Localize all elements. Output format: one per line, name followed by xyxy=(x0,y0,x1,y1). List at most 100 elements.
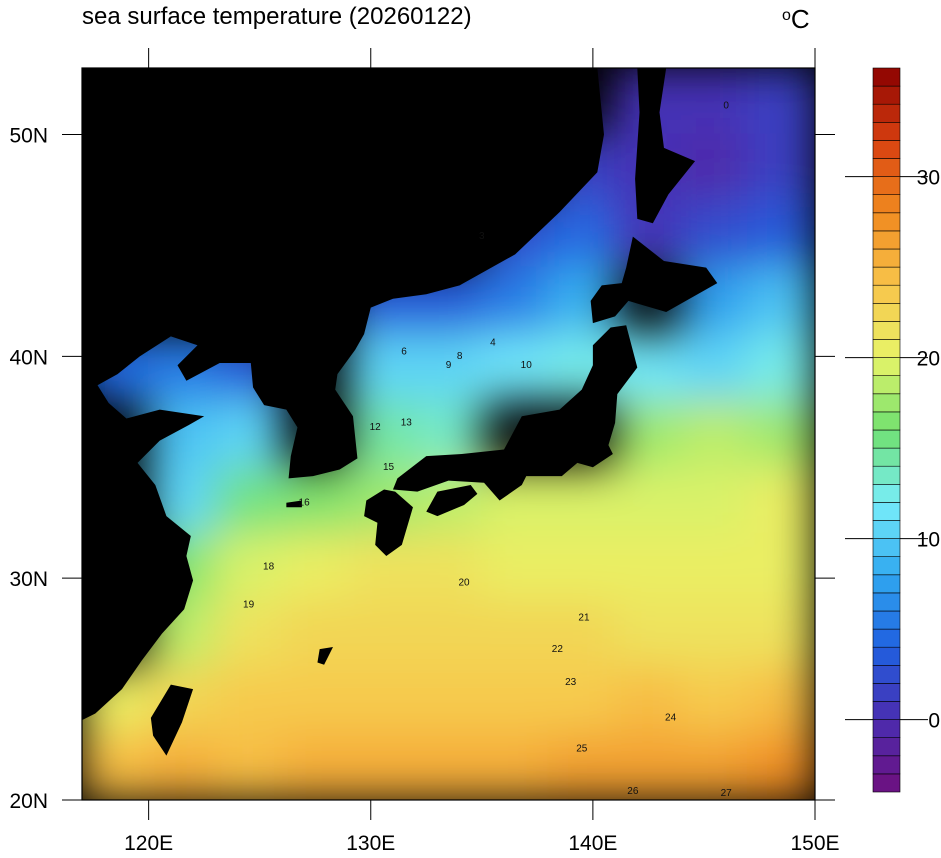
colorbar-box xyxy=(872,375,901,395)
colorbar-box xyxy=(872,85,901,105)
sst-cell xyxy=(680,532,750,602)
contour-label: 4 xyxy=(490,338,496,349)
colorbar-box xyxy=(872,339,901,358)
land-jeju xyxy=(286,500,302,508)
colorbar-box xyxy=(872,628,901,648)
colorbar-tick-label: 30 xyxy=(917,167,940,190)
unit-label: oC xyxy=(782,4,810,34)
sst-cell xyxy=(480,266,550,336)
colorbar-box xyxy=(872,755,901,775)
colorbar-box xyxy=(872,538,901,557)
sst-cell xyxy=(747,266,815,336)
colorbar-box xyxy=(872,719,901,738)
colorbar-box xyxy=(872,502,901,521)
colorbar-box xyxy=(872,122,901,141)
sst-cell xyxy=(547,532,617,602)
colorbar-box xyxy=(872,266,901,286)
land xyxy=(82,68,718,756)
x-tick-label: 130E xyxy=(346,832,395,855)
sst-cell xyxy=(680,399,750,469)
sst-cell xyxy=(280,665,350,735)
sst-cell xyxy=(747,599,815,668)
colorbar-box xyxy=(872,520,901,539)
sst-cell xyxy=(680,333,750,402)
sst-cell xyxy=(547,665,617,735)
sst-cell xyxy=(347,665,417,735)
contour-label: 23 xyxy=(565,677,577,688)
sst-cell xyxy=(414,599,483,668)
land-hokkaido xyxy=(590,236,718,324)
sst-cell xyxy=(480,599,550,668)
contour-label: 10 xyxy=(521,360,533,371)
colorbar-box xyxy=(872,302,901,322)
sst-cell xyxy=(747,466,815,535)
sst-cell xyxy=(414,333,483,402)
sst-cell xyxy=(547,732,617,800)
sst-cell xyxy=(680,200,750,269)
sst-cell xyxy=(547,599,617,668)
colorbar-box xyxy=(872,321,901,340)
colorbar-box xyxy=(872,683,901,702)
colorbar-box xyxy=(872,212,901,232)
sst-cell xyxy=(214,399,283,469)
colorbar: 0 10 20 30 xyxy=(845,67,940,793)
contour-label: 13 xyxy=(401,418,413,429)
sst-cell xyxy=(680,732,750,800)
sst-cell xyxy=(680,599,750,668)
contour-label: 22 xyxy=(552,644,564,655)
sst-cell xyxy=(614,532,683,602)
colorbar-box xyxy=(872,284,901,304)
colorbar-box xyxy=(872,556,901,576)
colorbar-box xyxy=(872,411,901,431)
contour-label: 12 xyxy=(370,422,382,433)
unit-sup: o xyxy=(782,7,791,24)
x-tick-label: 140E xyxy=(568,832,617,855)
colorbar-box xyxy=(872,574,901,594)
colorbar-box xyxy=(872,67,901,87)
sst-cell xyxy=(480,732,550,800)
sst-cell xyxy=(747,732,815,800)
colorbar-box xyxy=(872,357,901,377)
sst-cell xyxy=(747,133,815,203)
contour-label: 18 xyxy=(263,562,275,573)
map-frame xyxy=(81,67,816,801)
sst-cell xyxy=(82,732,150,800)
unit: C xyxy=(791,4,810,34)
colorbar-tick-label: 0 xyxy=(928,710,940,733)
sst-cell xyxy=(747,665,815,735)
colorbar-box xyxy=(872,646,901,666)
colorbar-box xyxy=(872,429,901,449)
land-shikoku xyxy=(426,485,478,517)
sst-cell xyxy=(747,200,815,269)
contour-label: 20 xyxy=(458,577,470,588)
colorbar-box xyxy=(872,230,901,250)
colorbar-box xyxy=(872,176,901,196)
colorbar-box xyxy=(872,393,901,413)
sst-cell xyxy=(214,599,283,668)
colorbar-box xyxy=(872,701,901,720)
sst-cell xyxy=(614,399,683,469)
land-sakhalin xyxy=(635,68,696,224)
colorbar-box xyxy=(872,140,901,159)
sst-cell xyxy=(414,665,483,735)
y-tick-label: 40N xyxy=(9,346,48,369)
sst-cell xyxy=(680,466,750,535)
colorbar-box xyxy=(872,158,901,177)
land-kyushu xyxy=(364,489,413,556)
sst-cell xyxy=(214,532,283,602)
sst-cell xyxy=(680,133,750,203)
contour-label: 3 xyxy=(479,231,485,242)
sst-cell xyxy=(614,599,683,668)
sst-cell xyxy=(480,532,550,602)
x-tick-label: 120E xyxy=(124,832,173,855)
colorbar-box xyxy=(872,248,901,268)
contour-label: 0 xyxy=(723,100,729,111)
sst-cell xyxy=(347,333,417,402)
sst-cell xyxy=(347,599,417,668)
sst-cell xyxy=(214,466,283,535)
contour-label: 9 xyxy=(446,360,452,371)
sst-cell xyxy=(614,466,683,535)
